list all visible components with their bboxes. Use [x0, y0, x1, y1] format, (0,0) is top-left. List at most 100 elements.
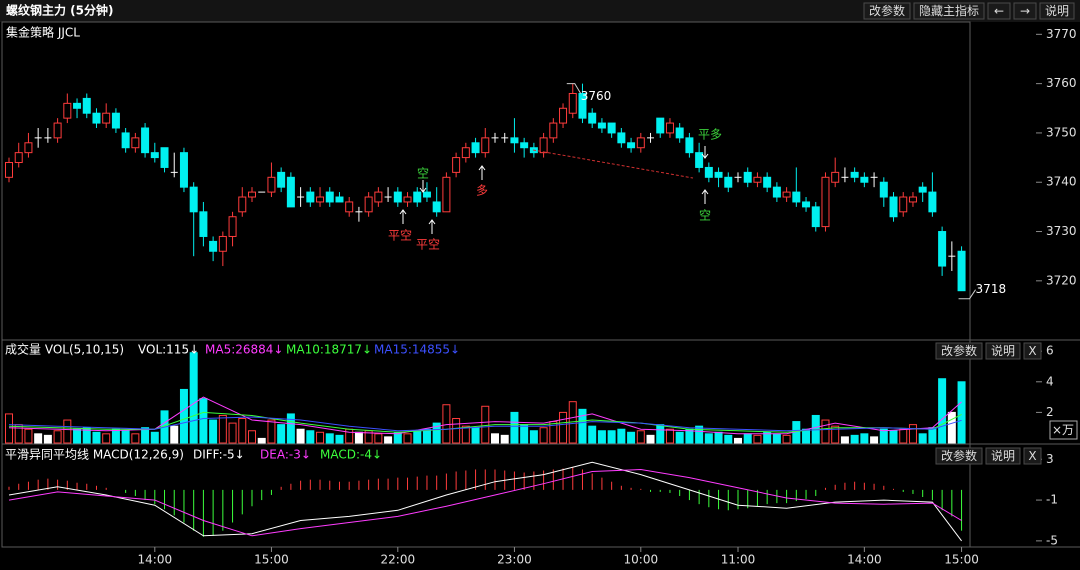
button-label[interactable]: 说明: [1045, 3, 1069, 18]
button-frame[interactable]: [987, 2, 1011, 20]
button-frame[interactable]: [913, 2, 985, 20]
button-frame[interactable]: [863, 2, 911, 20]
volume-bar: [374, 433, 383, 444]
button-label[interactable]: →: [1020, 4, 1030, 18]
legend-entry: VOL:115↓: [138, 343, 199, 357]
volume-bar: [5, 413, 13, 444]
candle-body: [102, 112, 111, 124]
volume-bar: [734, 437, 742, 444]
x-tick-label: 23:00: [497, 553, 532, 567]
button-label[interactable]: 说明: [991, 343, 1015, 358]
volume-bar: [14, 424, 23, 444]
candle-body: [695, 152, 704, 168]
candle-body: [928, 191, 937, 213]
button-frame[interactable]: [1023, 342, 1042, 360]
button[interactable]: 说明: [985, 447, 1021, 465]
volume-bar: [704, 433, 713, 444]
indicator-title: 集金策略 JJCL: [6, 25, 80, 40]
volume-bar: [627, 431, 636, 444]
candle-body: [248, 191, 256, 198]
volume-bar: [899, 428, 908, 444]
button[interactable]: ←: [987, 2, 1011, 20]
button-frame[interactable]: [1023, 447, 1042, 465]
candle-body: [656, 117, 665, 134]
button-frame[interactable]: [935, 447, 983, 465]
button-frame[interactable]: [1039, 2, 1075, 20]
volume-bar: [636, 430, 645, 444]
candle-body: [908, 196, 917, 203]
button[interactable]: →: [1013, 2, 1037, 20]
volume-bar: [879, 428, 888, 444]
volume-bar: [218, 414, 227, 444]
extreme-marker: [566, 83, 582, 94]
volume-bar: [335, 434, 344, 444]
button[interactable]: X: [1023, 342, 1042, 360]
button[interactable]: 改参数: [935, 342, 983, 360]
button-label[interactable]: 说明: [991, 448, 1015, 463]
y-tick-label: 6: [1046, 344, 1054, 358]
volume-bar: [43, 434, 52, 444]
button-label[interactable]: X: [1028, 449, 1036, 463]
candle-body: [14, 152, 23, 164]
button[interactable]: 说明: [985, 342, 1021, 360]
volume-bar: [772, 433, 781, 444]
button-label[interactable]: ←: [994, 4, 1004, 18]
legend-entry: MA5:26884↓: [205, 343, 283, 357]
candle-body: [724, 176, 733, 188]
candle-body: [675, 127, 684, 139]
legend-entry: MACD:-4↓: [320, 448, 382, 462]
candle-body: [607, 122, 616, 134]
signal-arrow: [428, 219, 436, 234]
signal-label: 平空: [416, 238, 440, 252]
indicator-line: [8, 468, 962, 537]
signal-arrow: [478, 165, 486, 180]
volume-bar: [821, 419, 830, 444]
candle-body: [578, 92, 587, 119]
candle-body: [597, 122, 606, 129]
volume-bar: [102, 433, 111, 444]
button-frame[interactable]: [935, 342, 983, 360]
button[interactable]: 隐藏主指标: [913, 2, 985, 20]
volume-bar: [743, 433, 752, 444]
volume-bar: [92, 431, 101, 444]
volume-bar: [938, 378, 947, 444]
button[interactable]: 改参数: [935, 447, 983, 465]
candle-body: [539, 137, 548, 154]
button-frame[interactable]: [985, 447, 1021, 465]
volume-bar: [296, 428, 305, 444]
candle-body: [277, 171, 286, 188]
volume-bar: [889, 430, 898, 444]
candle-body: [374, 191, 383, 203]
button-frame[interactable]: [985, 342, 1021, 360]
y-tick-label: 4: [1046, 374, 1054, 388]
candle-body: [53, 122, 62, 139]
button-label[interactable]: 改参数: [941, 343, 977, 358]
signal-label: 平多: [698, 128, 722, 142]
window-title: 螺纹钢主力 (5分钟): [6, 3, 114, 18]
y-tick-label: -1: [1046, 493, 1058, 507]
candle-body: [393, 191, 402, 203]
button[interactable]: 说明: [1039, 2, 1075, 20]
button-label[interactable]: 改参数: [941, 448, 977, 463]
button-label[interactable]: X: [1028, 344, 1036, 358]
volume-bar: [422, 428, 431, 444]
volume-bar: [24, 428, 33, 444]
volume-bar: [189, 352, 198, 444]
button[interactable]: X: [1023, 447, 1042, 465]
button[interactable]: 改参数: [863, 2, 911, 20]
candle-body: [5, 162, 13, 178]
min-label: 3718: [976, 282, 1007, 296]
volume-bar: [209, 419, 218, 444]
button-frame[interactable]: [1013, 2, 1037, 20]
y-tick-label: 3760: [1046, 76, 1077, 90]
x-tick-label: 10:00: [624, 553, 659, 567]
candle-body: [150, 152, 159, 159]
candle-body: [782, 191, 791, 198]
volume-bar: [753, 434, 762, 444]
legend-entry: 平滑异同平均线 MACD(12,26,9): [5, 448, 184, 462]
candle-body: [772, 186, 781, 198]
volume-bar: [607, 430, 616, 444]
button-label[interactable]: 改参数: [869, 3, 905, 18]
button-label[interactable]: 隐藏主指标: [919, 3, 979, 18]
volume-bar: [111, 428, 120, 444]
